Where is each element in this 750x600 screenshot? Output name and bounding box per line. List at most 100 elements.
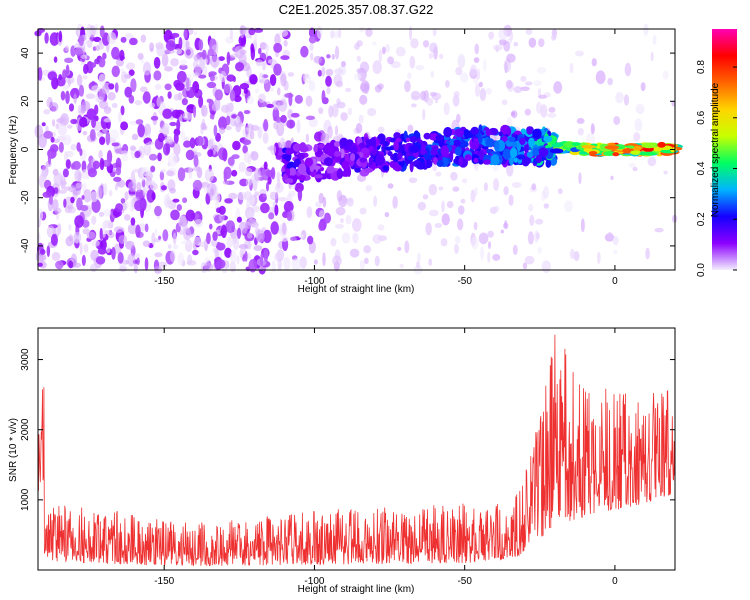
noise-blob	[151, 192, 156, 201]
noise-blob	[410, 103, 417, 108]
noise-blob	[334, 45, 340, 60]
noise-blob	[128, 69, 135, 76]
noise-blob	[432, 28, 437, 37]
signal-blob	[368, 145, 374, 151]
noise-blob	[333, 68, 344, 75]
noise-blob	[255, 229, 265, 243]
noise-blob	[213, 124, 218, 137]
noise-blob	[70, 118, 78, 125]
noise-blob	[469, 64, 477, 77]
noise-blob	[243, 151, 251, 163]
signal-blob	[360, 147, 370, 154]
noise-blob	[320, 132, 330, 144]
noise-blob	[70, 163, 76, 170]
noise-blob	[254, 168, 262, 182]
signal-blob	[454, 128, 464, 138]
noise-blob	[231, 114, 238, 119]
signal-blob	[288, 167, 296, 177]
noise-blob	[149, 180, 156, 191]
noise-blob	[218, 205, 226, 215]
signal-blob	[509, 147, 518, 159]
noise-blob	[123, 214, 131, 221]
noise-blob	[250, 124, 260, 132]
colorbar-tick-label: 0.2	[696, 212, 707, 226]
noise-blob	[208, 71, 217, 76]
signal-blob	[519, 137, 526, 146]
noise-blob	[263, 161, 268, 170]
noise-blob	[133, 168, 143, 173]
noise-blob	[358, 114, 364, 124]
noise-blob	[487, 251, 491, 263]
noise-blob	[239, 83, 250, 90]
noise-blob	[296, 119, 301, 134]
noise-blob	[158, 235, 162, 240]
noise-blob	[359, 94, 368, 105]
noise-blob	[107, 91, 116, 101]
noise-blob	[218, 56, 225, 61]
noise-blob	[322, 196, 327, 208]
signal-blob	[409, 145, 420, 154]
noise-blob	[185, 149, 195, 161]
noise-blob	[395, 46, 406, 57]
signal-blob	[326, 165, 335, 174]
noise-blob	[290, 236, 297, 241]
signal-blob	[393, 132, 401, 140]
noise-blob	[139, 86, 148, 93]
noise-blob	[62, 168, 69, 178]
signal-blob	[498, 131, 503, 137]
noise-blob	[435, 171, 442, 177]
noise-blob	[267, 146, 274, 151]
noise-blob	[47, 151, 52, 165]
signal-blob	[368, 156, 374, 166]
snr-x-ticks: -150 -100 -50 0	[154, 328, 618, 587]
noise-blob	[265, 181, 269, 192]
noise-blob	[238, 161, 246, 173]
noise-blob	[645, 247, 650, 260]
x-tick-label: 0	[612, 276, 618, 287]
noise-blob	[166, 170, 175, 177]
noise-blob	[213, 142, 221, 152]
noise-blob	[242, 139, 251, 146]
noise-blob	[280, 235, 289, 242]
noise-blob	[356, 68, 363, 73]
noise-blob	[273, 63, 282, 76]
noise-blob	[524, 108, 531, 116]
noise-blob	[162, 123, 170, 133]
noise-blob	[42, 191, 52, 198]
noise-blob	[429, 42, 438, 54]
noise-blob	[91, 215, 97, 225]
noise-blob	[150, 165, 156, 173]
noise-blob	[249, 74, 258, 85]
noise-blob	[117, 112, 122, 123]
noise-blob	[340, 217, 344, 224]
noise-blob	[83, 189, 92, 203]
noise-blob	[173, 142, 181, 156]
noise-blob	[91, 85, 101, 93]
noise-blob	[522, 262, 528, 270]
noise-blob	[94, 93, 99, 102]
noise-blob	[422, 40, 430, 48]
signal-blob	[532, 147, 539, 157]
noise-blob	[276, 171, 281, 182]
noise-blob	[247, 240, 252, 250]
y-tick-label: 0	[20, 146, 31, 152]
noise-blob	[286, 211, 293, 221]
noise-blob	[179, 59, 187, 66]
noise-blob	[453, 91, 460, 98]
signal-blob	[520, 128, 527, 135]
signal-blob	[313, 144, 319, 153]
noise-blob	[325, 68, 334, 77]
signal-blob	[333, 141, 341, 148]
signal-blob	[502, 135, 508, 142]
noise-blob	[428, 184, 438, 196]
noise-blob	[147, 141, 154, 146]
noise-blob	[267, 176, 272, 185]
noise-blob	[340, 60, 347, 67]
noise-blob	[511, 181, 522, 189]
noise-blob	[385, 43, 390, 53]
noise-blob	[505, 79, 513, 89]
noise-blob	[183, 29, 188, 39]
noise-blob	[164, 66, 173, 72]
noise-blob	[363, 245, 372, 254]
noise-blob	[102, 52, 107, 60]
